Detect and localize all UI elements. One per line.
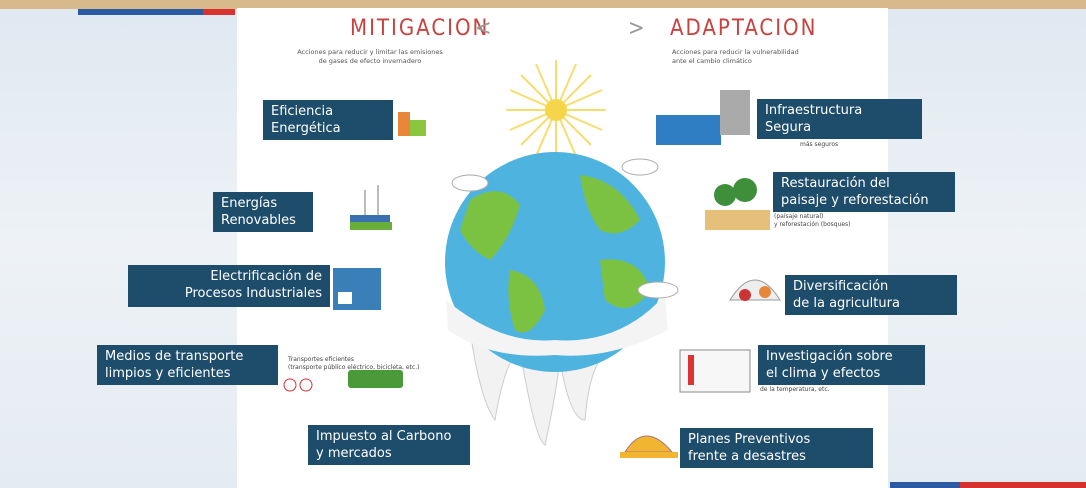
note-line: Transportes eficientes [288,356,419,364]
label-line: Energética [271,120,385,137]
note-line: más seguros [800,141,838,149]
label-line: Planes Preventivos [688,431,865,448]
flag-blue [890,482,960,488]
left-subtitle: Acciones para reducir y limitar las emis… [290,48,450,66]
top-strip [0,0,1086,9]
label-line: Eficiencia [271,103,385,120]
label-line: Energías [221,195,305,212]
nav-arrow[interactable]: > [628,16,647,41]
subtitle-line: Acciones para reducir y limitar las emis… [290,48,450,57]
label-line: Segura [765,119,914,136]
label-line: Investigación sobre [766,348,917,365]
label-line: de la agricultura [793,295,949,312]
label-line: Procesos Industriales [136,285,322,302]
subtitle-line: ante el cambio climático [672,57,812,66]
label-line: paisaje y reforestación [781,192,947,209]
right-title: ADAPTACION [670,16,817,41]
nav-arrow[interactable]: < [475,16,494,41]
label-line: Medios de transporte [105,348,270,365]
sun [545,99,567,121]
label-line: Electrificación de [136,268,322,285]
label-line: Infraestructura [765,102,914,119]
subtitle-line: de gases de efecto invernadero [290,57,450,66]
flag-blue [78,9,203,15]
flag-red [960,482,1086,488]
graphics [0,0,1086,488]
flag-red [203,9,235,15]
subtitle-line: Acciones para reducir la vulnerabilidad [672,48,812,57]
note: (paisaje natural)y reforestación (bosque… [774,213,851,229]
label-line: Restauración del [781,175,947,192]
note: Transportes eficientes(transporte públic… [288,356,419,372]
note: de la temperatura, etc. [760,386,830,394]
note-line: (paisaje natural) [774,213,851,221]
label-line: Diversificación [793,278,949,295]
note: más seguros [800,141,838,149]
infographic: MITIGACION < > ADAPTACION Acciones para … [0,0,1086,488]
label-line: Impuesto al Carbono [316,428,462,445]
label-line: frente a desastres [688,448,865,465]
label-line: el clima y efectos [766,365,917,382]
left-title: MITIGACION [350,16,489,41]
note-line: (transporte público eléctrico, bicicleta… [288,364,419,372]
label-line: limpios y eficientes [105,365,270,382]
label-line: y mercados [316,445,462,462]
note-line: de la temperatura, etc. [760,386,830,394]
label-line: Renovables [221,212,305,229]
note-line: y reforestación (bosques) [774,221,851,229]
